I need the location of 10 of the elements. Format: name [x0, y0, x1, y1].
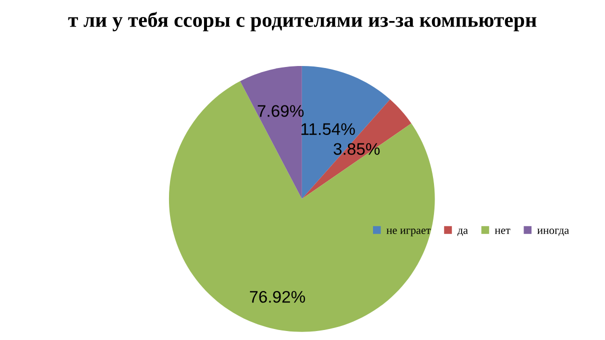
legend-label: нет — [494, 228, 510, 234]
data-label: 11.54% — [301, 123, 355, 136]
pie-slice — [168, 81, 435, 332]
chart-title: т ли у тебя ссоры с родителями из-за компьютерн — [68, 12, 536, 32]
legend-label: иногда — [537, 228, 569, 236]
data-label: 76.92% — [250, 290, 306, 303]
legend-label: да — [457, 228, 468, 236]
data-label: 7.69% — [258, 105, 304, 117]
pie-slice — [240, 66, 302, 199]
legend-label: не играет — [386, 228, 431, 236]
